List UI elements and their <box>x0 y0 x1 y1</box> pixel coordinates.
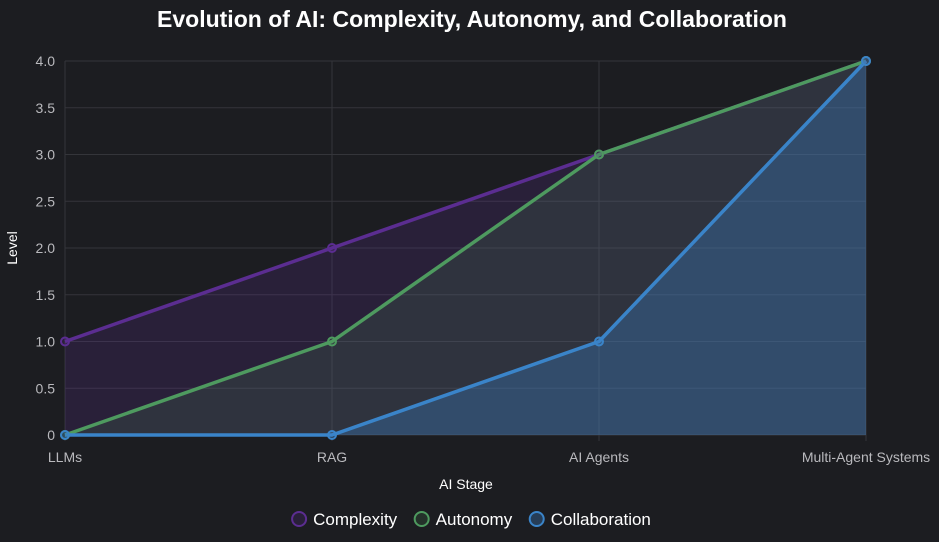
series-points <box>60 56 871 440</box>
x-tick-label: AI Agents <box>569 449 629 465</box>
legend-marker <box>413 511 430 527</box>
series-line-collaboration <box>65 59 868 437</box>
data-point-complexity <box>327 243 337 253</box>
legend-marker <box>291 511 308 527</box>
y-tick-label: 2.0 <box>36 240 56 256</box>
y-tick-label: 4.0 <box>36 53 56 69</box>
series-lines <box>64 59 868 437</box>
data-point-collaboration <box>861 56 871 66</box>
legend-label: Complexity <box>313 510 398 529</box>
legend-item-complexity[interactable]: Complexity <box>291 510 398 529</box>
y-tick-label: 1.0 <box>36 334 56 350</box>
data-point-collaboration <box>594 336 604 347</box>
legend-item-collaboration[interactable]: Collaboration <box>528 510 651 529</box>
x-axis-title: AI Stage <box>439 476 493 492</box>
legend: Complexity Autonomy Collaboration <box>291 510 651 529</box>
y-tick-labels: 0 0.5 1.0 1.5 2.0 2.5 3.0 3.5 4.0 <box>36 53 56 443</box>
y-tick-label: 0.5 <box>36 380 56 396</box>
series-line-autonomy <box>64 59 867 437</box>
chart-title: Evolution of AI: Complexity, Autonomy, a… <box>157 6 787 32</box>
x-tick-label: RAG <box>317 449 347 465</box>
series-area-collaboration <box>65 61 866 435</box>
legend-marker <box>528 511 545 527</box>
data-point-collaboration <box>327 430 337 440</box>
x-tick-label: LLMs <box>48 449 82 465</box>
y-tick-label: 0 <box>47 427 55 443</box>
data-point-complexity <box>60 336 70 347</box>
y-tick-label: 2.5 <box>36 193 56 209</box>
legend-label: Collaboration <box>551 510 651 529</box>
data-point-collaboration <box>60 430 70 440</box>
x-tick-label: Multi-Agent Systems <box>802 449 930 465</box>
y-tick-label: 3.0 <box>36 147 56 163</box>
y-axis-title: Level <box>4 231 20 264</box>
x-tick-labels: LLMs RAG AI Agents Multi-Agent Systems <box>48 449 930 465</box>
y-tick-label: 3.5 <box>36 100 56 116</box>
legend-item-autonomy[interactable]: Autonomy <box>413 510 513 529</box>
data-point-autonomy <box>594 149 604 160</box>
legend-label: Autonomy <box>436 510 513 529</box>
y-tick-label: 1.5 <box>36 287 56 303</box>
data-point-autonomy <box>327 336 337 347</box>
